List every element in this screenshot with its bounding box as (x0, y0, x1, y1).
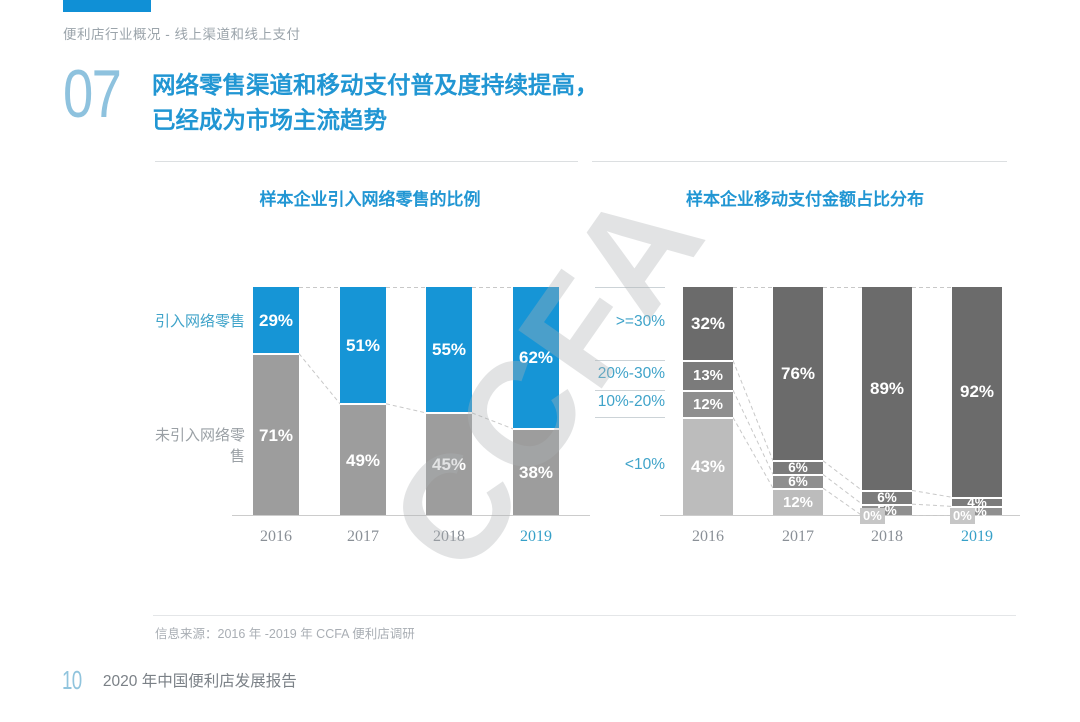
bar-segment: 49% (340, 403, 386, 515)
mobile-payment-chart: 32% 13% 12% 43% 2016 76% 6% 6% 12% 2017 0% 89% 6% 5% 2… (590, 287, 1020, 560)
segment-value-label: 38% (518, 463, 554, 483)
axis-separator-line (595, 287, 665, 288)
segment-value-label: 6% (788, 474, 808, 490)
segment-value-label: 6% (788, 460, 808, 476)
x-axis-label: 2017 (347, 528, 379, 545)
segment-value-label: 55% (431, 340, 467, 360)
bar-segment: 62% (513, 287, 559, 429)
segment-value-label: 29% (258, 310, 294, 330)
x-axis-label: 2016 (260, 528, 292, 545)
bar-2018: 55% 45% (426, 287, 472, 515)
bar-segment: 89% (862, 287, 912, 490)
bar-2016: 29% 71% (253, 287, 299, 515)
bar-segment: 13% (683, 359, 733, 390)
x-axis-label: 2018 (433, 528, 465, 545)
bar-2016: 32% 13% 12% 43% (683, 287, 733, 515)
bar-segment: 43% (683, 416, 733, 515)
x-axis-line (660, 515, 1020, 516)
bar-2017: 76% 6% 6% 12% (773, 287, 823, 515)
bar-segment: 45% (426, 412, 472, 515)
source-note: 信息来源：2016 年 -2019 年 CCFA 便利店调研 (155, 627, 415, 641)
bar-2018: 89% 6% 5% (862, 287, 912, 517)
segment-value-label: 71% (258, 425, 294, 445)
x-axis-line (232, 515, 590, 516)
bar-2019: 62% 38% (513, 287, 559, 515)
bar-segment: 51% (340, 287, 386, 404)
y-axis-band-label: 20%-30% (597, 364, 665, 382)
left-chart-title: 样本企业引入网络零售的比例 (259, 190, 481, 209)
top-accent-bar (63, 0, 151, 12)
x-axis-label: 2019 (520, 528, 552, 545)
axis-separator-line (595, 416, 665, 418)
breadcrumb: 便利店行业概况 - 线上渠道和线上支付 (63, 27, 301, 42)
left-chart-divider (155, 161, 578, 162)
bar-segment: 4% (952, 496, 1002, 509)
source-divider (153, 615, 1016, 616)
bar-segment: 12% (683, 389, 733, 417)
right-chart-divider (592, 161, 1007, 162)
page-title: 网络零售渠道和移动支付普及度持续提高， 已经成为市场主流趋势 (152, 68, 599, 138)
segment-value-label: 6% (877, 490, 897, 505)
segment-value-label: 43% (690, 457, 726, 477)
section-number: 07 (63, 56, 122, 132)
segment-value-label: 4% (967, 494, 987, 510)
x-axis-label: 2017 (782, 528, 814, 545)
segment-value-label: 51% (345, 335, 381, 355)
bar-segment: 76% (773, 287, 823, 461)
segment-value-label: 76% (780, 364, 816, 384)
zero-value-label: 0% (950, 508, 975, 524)
bar-2017: 51% 49% (340, 287, 386, 515)
y-axis-band-label: >=30% (615, 313, 665, 331)
page-number: 10 (62, 664, 82, 695)
bar-segment: 55% (426, 287, 472, 413)
axis-separator-line (595, 389, 665, 391)
segment-value-label: 45% (431, 455, 467, 475)
segment-value-label: 13% (692, 367, 724, 385)
legend-label: 引入网络零售 (154, 313, 245, 331)
legend-label: 未引入网络零售 (154, 427, 245, 466)
segment-value-label: 89% (869, 378, 905, 398)
page-title-line2: 已经成为市场主流趋势 (152, 107, 387, 133)
x-axis-label: 2016 (692, 528, 724, 545)
bar-segment: 71% (253, 353, 299, 515)
segment-value-label: 12% (692, 395, 724, 413)
axis-separator-line (595, 359, 665, 361)
bar-segment: 38% (513, 428, 559, 515)
bar-segment: 32% (683, 287, 733, 360)
bar-segment: 29% (253, 287, 299, 354)
connector-lines (732, 287, 953, 516)
page-title-line1: 网络零售渠道和移动支付普及度持续提高， (152, 72, 599, 98)
footer-report-title: 2020 年中国便利店发展报告 (102, 673, 297, 690)
x-axis-label: 2018 (871, 528, 903, 545)
bar-2019: 92% 4% 4% (952, 287, 1002, 518)
online-retail-chart: 29% 71% 2016 51% 49% 2017 55% 45% 2018 62% 38% 2019… (150, 287, 590, 560)
x-axis-label: 2019 (961, 528, 993, 545)
bar-segment: 6% (862, 489, 912, 505)
segment-value-label: 32% (690, 313, 726, 333)
right-chart-title: 样本企业移动支付金额占比分布 (686, 190, 924, 209)
segment-value-label: 49% (345, 450, 381, 470)
segment-value-label: 92% (959, 382, 995, 402)
segment-value-label: 62% (518, 348, 554, 368)
bar-segment: 12% (773, 487, 823, 515)
bar-segment: 92% (952, 287, 1002, 497)
bar-segment: 6% (773, 460, 823, 474)
zero-value-label: 0% (860, 508, 885, 524)
page-footer: 10 2020 年中国便利店发展报告 (62, 665, 297, 695)
bar-segment: 6% (773, 473, 823, 490)
y-axis-band-label: <10% (624, 455, 665, 473)
connector-lines (298, 287, 514, 430)
y-axis-band-label: 10%-20% (597, 393, 665, 411)
segment-value-label: 12% (782, 493, 814, 511)
